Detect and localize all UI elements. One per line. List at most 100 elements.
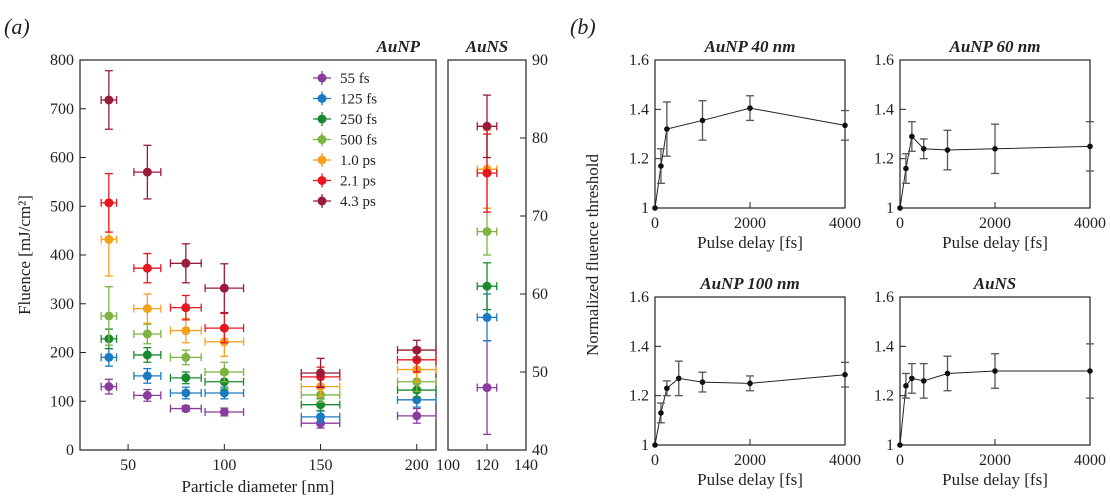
delay-plot-aunp-40-nm-ytick-label: 1 (641, 200, 649, 217)
delay-plot-aunp-100-nm-point-group (656, 402, 665, 424)
data-point (219, 407, 229, 417)
delay-plot-aunp-60-nm-xtick-label: 2000 (979, 215, 1011, 232)
data-point (897, 442, 903, 448)
delay-plot-aunp-100-nm-xtick-label: 4000 (829, 452, 861, 469)
series-250-fs (476, 262, 498, 311)
data-point-group (169, 404, 202, 414)
data-point (897, 205, 903, 211)
aunp-scatter-xtick-label: 50 (120, 457, 136, 474)
data-point (699, 117, 706, 124)
delay-plot-aunp-40-nm-xlabel: Pulse delay [fs] (697, 233, 803, 252)
delay-plot-aunp-100-nm-point-group (674, 360, 683, 397)
delay-plot-aunp-60-nm-xtick-label: 4000 (1074, 215, 1106, 232)
aunp-scatter-ytick-label: 600 (50, 150, 74, 167)
delay-plot-auns-ytick-label: 1.2 (874, 388, 894, 405)
delay-plot-auns-point-group (901, 372, 910, 399)
delay-plot-aunp-60-nm-point-group (991, 123, 999, 175)
delay-plot-auns-point-group (991, 353, 999, 389)
auns-scatter-xtick-label: 120 (475, 457, 499, 474)
delay-plot-aunp-60-nm-point-group (919, 138, 928, 160)
delay-plot-auns-title: AuNS (973, 274, 1017, 293)
auns-scatter-ytick-label: 60 (532, 286, 548, 303)
data-point (664, 126, 670, 132)
data-point-group (133, 144, 162, 200)
data-point (181, 326, 191, 336)
data-point (747, 380, 753, 387)
auns-scatter-title: AuNS (465, 37, 509, 56)
data-point-group (169, 294, 202, 321)
aunp-scatter-ylabel: Fluence [mJ/cm²] (15, 195, 34, 315)
data-point (219, 367, 229, 377)
delay-plot-aunp-60-nm-ytick-label: 1 (886, 200, 894, 217)
delay-plot-aunp-40-nm-point-group (698, 100, 707, 141)
data-point (316, 368, 326, 378)
data-point-group (169, 317, 202, 344)
data-point-group (100, 347, 118, 367)
data-point (104, 382, 114, 392)
data-point (992, 368, 998, 374)
data-point (104, 198, 114, 208)
data-point-group (100, 70, 118, 130)
data-point (903, 165, 909, 172)
data-point (909, 133, 915, 140)
delay-plot-auns-xtick-label: 4000 (1074, 452, 1106, 469)
delay-plot-aunp-40-nm-xtick-label: 4000 (829, 215, 861, 232)
delay-plot-aunp-40-nm-line (654, 107, 846, 209)
delay-plot-aunp-40-nm-xtick-label: 0 (651, 215, 659, 232)
delay-plots-ylabel: Normalized fluence threshold (583, 153, 602, 356)
data-point (104, 352, 114, 362)
data-point (181, 388, 191, 398)
data-point-group (169, 349, 202, 366)
auns-scatter-xtick-label: 100 (436, 457, 460, 474)
data-point (104, 234, 114, 244)
data-point-group (300, 410, 341, 424)
aunp-scatter-ytick-label: 0 (66, 442, 74, 459)
data-point (412, 411, 422, 421)
data-point (181, 303, 191, 313)
aunp-scatter-ytick-label: 200 (50, 345, 74, 362)
data-point (920, 146, 927, 152)
data-point (482, 121, 492, 131)
aunp-scatter-ytick-label: 500 (50, 198, 74, 215)
data-point (482, 227, 492, 237)
legend-label-500-fs: 500 fs (340, 133, 377, 149)
data-point (675, 375, 682, 382)
delay-plot-auns-point-group (1086, 343, 1094, 399)
delay-plot-auns-point-group (943, 355, 952, 392)
legend-label-250-fs: 250 fs (340, 112, 377, 128)
data-point (482, 281, 492, 291)
data-point (658, 163, 664, 169)
data-point (104, 311, 114, 321)
delay-plot-aunp-40-nm-point-group (746, 95, 754, 122)
aunp-scatter-ytick-label: 800 (50, 52, 74, 69)
data-point (1087, 368, 1093, 374)
delay-plot-aunp-100-nm-ytick-label: 1.6 (629, 289, 649, 306)
panel-b-label: (b) (570, 14, 596, 39)
legend-marker (317, 73, 327, 83)
delay-plot-aunp-100-nm-frame (654, 296, 846, 446)
delay-plot-aunp-40-nm-ytick-label: 1.6 (629, 52, 649, 69)
aunp-scatter-xtick-label: 150 (309, 457, 333, 474)
data-point-group (133, 367, 162, 384)
data-point (104, 95, 114, 105)
legend-marker (317, 94, 327, 103)
data-point (181, 352, 191, 362)
data-point (699, 379, 706, 385)
data-point (658, 410, 664, 416)
delay-plot-aunp-100-nm-point-group (746, 375, 754, 392)
data-point (482, 383, 492, 393)
data-point (181, 404, 191, 414)
delay-plot-auns-ytick-label: 1.6 (874, 289, 894, 306)
panel-a-label: (a) (4, 14, 30, 39)
auns-scatter-ytick-label: 50 (532, 364, 548, 381)
data-point (219, 388, 229, 398)
delay-plot-aunp-60-nm-point-group (907, 121, 916, 152)
legend-marker (317, 114, 327, 124)
data-point (219, 283, 229, 293)
delay-plot-aunp-40-nm-point-group (841, 109, 849, 141)
series-125-fs (100, 347, 437, 424)
delay-plot-aunp-60-nm-title: AuNP 60 nm (948, 37, 1040, 56)
delay-plot-aunp-100-nm-point-group (698, 371, 707, 393)
data-point-group (100, 286, 118, 346)
aunp-scatter-title: AuNP (376, 37, 421, 56)
